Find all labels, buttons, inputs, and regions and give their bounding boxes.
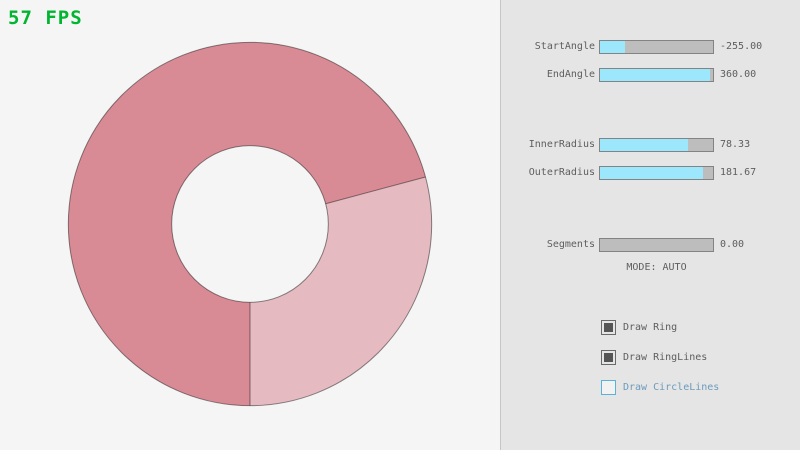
outer-radius-value: 181.67 [720,167,757,178]
ring-chart [67,41,433,407]
segments-value: 0.00 [720,239,745,250]
slider-row-outer-radius: OuterRadius 181.67 [501,166,800,180]
fps-counter: 57 FPS [8,7,83,29]
checkbox-icon[interactable] [601,320,616,335]
checkbox-icon[interactable] [601,380,616,395]
checkbox-draw-circle-lines[interactable]: Draw CircleLines [601,377,720,395]
outer-radius-slider-fill [600,167,703,179]
checkmark-fill [604,323,613,332]
inner-radius-slider-fill [600,139,689,151]
checkbox-icon[interactable] [601,350,616,365]
outer-radius-slider[interactable] [599,166,714,180]
start-angle-slider-fill [600,41,625,53]
controls-panel: StartAngle -255.00 EndAngle 360.00 Inner… [500,0,800,450]
slider-row-end-angle: EndAngle 360.00 [501,68,800,82]
outer-radius-label: OuterRadius [528,167,595,178]
end-angle-slider-fill [600,69,710,81]
checkbox-draw-ring-lines[interactable]: Draw RingLines [601,347,708,365]
end-angle-value: 360.00 [720,69,757,80]
checkbox-label: Draw CircleLines [623,381,720,393]
drawing-canvas: 57 FPS [8,7,433,407]
slider-row-inner-radius: InnerRadius 78.33 [501,138,800,152]
inner-radius-value: 78.33 [720,139,751,150]
checkbox-draw-ring[interactable]: Draw Ring [601,317,678,335]
start-angle-label: StartAngle [534,41,595,52]
end-angle-slider[interactable] [599,68,714,82]
inner-radius-slider[interactable] [599,138,714,152]
checkmark-fill [604,353,613,362]
end-angle-label: EndAngle [546,69,595,80]
segments-mode-text: MODE: AUTO [626,262,687,273]
start-angle-value: -255.00 [720,41,763,52]
checkbox-label: Draw RingLines [623,351,708,363]
slider-row-segments: Segments 0.00 [501,238,800,252]
checkbox-label: Draw Ring [623,321,678,333]
inner-radius-label: InnerRadius [528,139,595,150]
slider-row-start-angle: StartAngle -255.00 [501,40,800,54]
start-angle-slider[interactable] [599,40,714,54]
segments-label: Segments [546,239,595,250]
segments-slider[interactable] [599,238,714,252]
